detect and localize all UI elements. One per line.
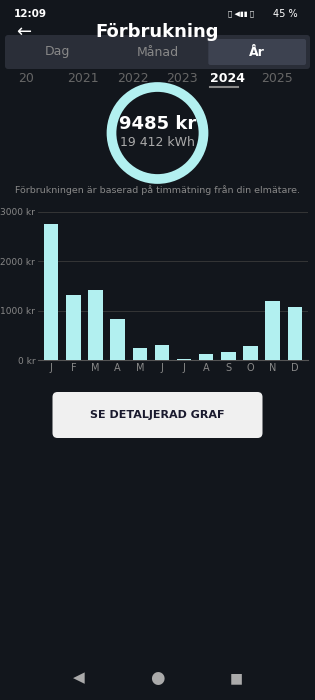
- FancyBboxPatch shape: [208, 39, 306, 65]
- Text: År: År: [249, 46, 265, 59]
- Bar: [44, 224, 59, 360]
- FancyBboxPatch shape: [5, 35, 310, 69]
- Text: Månad: Månad: [136, 46, 179, 59]
- Bar: [243, 346, 258, 360]
- Bar: [177, 358, 191, 360]
- Text: 2025: 2025: [261, 71, 293, 85]
- Text: ■: ■: [229, 671, 243, 685]
- Text: 2022: 2022: [117, 71, 149, 85]
- Text: 2023: 2023: [166, 71, 198, 85]
- Text: ◀: ◀: [73, 671, 85, 685]
- Bar: [221, 352, 236, 360]
- Text: 12:09: 12:09: [14, 9, 47, 19]
- Text: 19 412 kWh: 19 412 kWh: [120, 136, 195, 148]
- Text: 2024: 2024: [210, 71, 245, 85]
- Text: 9485 kr: 9485 kr: [119, 115, 196, 133]
- Bar: [66, 295, 81, 360]
- Bar: [88, 290, 103, 360]
- Text: 2021: 2021: [67, 71, 99, 85]
- Bar: [266, 301, 280, 360]
- FancyBboxPatch shape: [53, 392, 262, 438]
- Text: ⦾ ◀▮▮ 🔋: ⦾ ◀▮▮ 🔋: [228, 10, 254, 18]
- Text: 45 %: 45 %: [273, 9, 298, 19]
- Text: SE DETALJERAD GRAF: SE DETALJERAD GRAF: [90, 410, 225, 420]
- Text: ←: ←: [16, 23, 31, 41]
- Bar: [288, 307, 302, 360]
- Bar: [111, 319, 125, 360]
- Text: 20: 20: [18, 71, 34, 85]
- Bar: [155, 344, 169, 360]
- Text: ●: ●: [150, 669, 165, 687]
- Text: Förbrukningen är baserad på timmätning från din elmätare.: Förbrukningen är baserad på timmätning f…: [15, 185, 300, 195]
- Text: Dag: Dag: [45, 46, 71, 59]
- Text: Förbrukning: Förbrukning: [96, 23, 219, 41]
- Bar: [133, 348, 147, 360]
- Bar: [199, 354, 213, 360]
